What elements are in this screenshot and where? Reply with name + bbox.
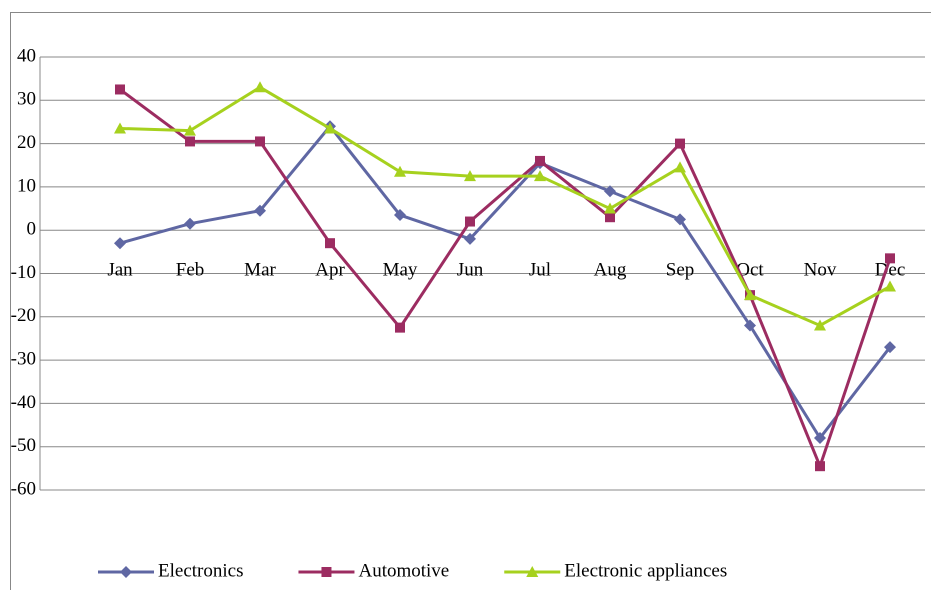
x-tick-label: Mar	[244, 260, 276, 281]
data-point	[815, 461, 825, 472]
data-point	[535, 155, 545, 166]
data-point	[884, 280, 896, 292]
x-tick-label: Dec	[875, 260, 906, 281]
y-tick-label: -20	[11, 305, 36, 326]
y-tick-label: -30	[11, 348, 36, 369]
y-tick-label: -50	[11, 435, 36, 456]
x-tick-label: Jul	[529, 260, 551, 281]
y-tick-label: 40	[17, 45, 36, 66]
data-point	[464, 170, 476, 182]
data-point	[394, 165, 406, 177]
x-tick-label: Nov	[804, 260, 837, 281]
data-point	[465, 216, 475, 227]
legend-label: Electronics	[158, 560, 243, 581]
x-tick-label: May	[383, 260, 418, 281]
data-point	[674, 161, 686, 173]
data-point	[744, 319, 756, 332]
legend-label: Automotive	[358, 560, 449, 581]
x-tick-label: Jun	[457, 260, 484, 281]
x-tick-label: Sep	[666, 260, 695, 281]
data-point	[604, 202, 616, 214]
x-tick-label: Aug	[594, 260, 627, 281]
x-tick-label: Oct	[736, 260, 764, 281]
data-point	[185, 136, 195, 147]
y-tick-label: 20	[17, 132, 36, 153]
data-point	[114, 237, 126, 250]
data-point	[395, 322, 405, 333]
legend-marker	[526, 566, 539, 577]
data-point	[605, 212, 615, 223]
data-point	[254, 204, 266, 217]
y-tick-label: 30	[17, 89, 36, 110]
data-point	[255, 136, 265, 147]
data-point	[884, 341, 896, 354]
data-point	[115, 84, 125, 95]
legend-marker	[321, 567, 332, 577]
data-point	[464, 232, 476, 245]
y-tick-label: -40	[11, 392, 36, 413]
y-tick-label: -10	[11, 262, 36, 283]
x-tick-label: Jan	[107, 260, 133, 281]
x-tick-label: Apr	[315, 260, 345, 281]
chart-frame	[10, 12, 931, 590]
series-line	[119, 123, 892, 441]
series-line	[119, 85, 891, 328]
data-point	[534, 170, 546, 182]
data-point	[184, 124, 196, 136]
data-point	[744, 289, 756, 301]
legend-marker	[120, 566, 132, 578]
data-point	[604, 185, 616, 198]
legend-label: Electronic appliances	[564, 560, 727, 581]
x-tick-label: Feb	[176, 260, 205, 281]
data-point	[394, 209, 406, 222]
y-tick-label: 10	[17, 175, 36, 196]
data-point	[114, 122, 126, 134]
data-point	[324, 122, 336, 134]
data-point	[814, 432, 826, 445]
data-point	[675, 138, 685, 149]
data-point	[885, 253, 895, 264]
data-point	[184, 217, 196, 230]
data-point	[814, 319, 826, 331]
series-line	[119, 88, 892, 471]
y-tick-label: -60	[11, 478, 36, 499]
data-point	[254, 81, 266, 93]
data-point	[325, 238, 335, 249]
y-tick-label: 0	[27, 219, 37, 240]
data-point	[674, 213, 686, 226]
